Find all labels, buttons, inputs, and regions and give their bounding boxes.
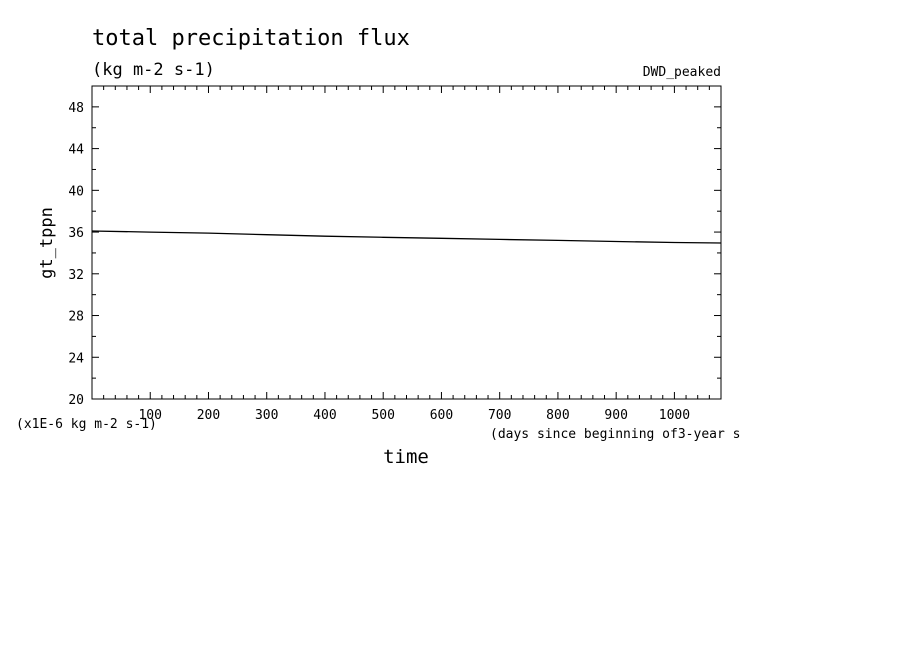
x-axis: 100 200 300 400 500 600 700 800 900 1000 — [103, 86, 722, 423]
x-axis-label: time — [383, 446, 429, 468]
x-tick-label: 800 — [546, 408, 569, 423]
x-tick-label: 400 — [313, 408, 336, 423]
y-scale-note: (x1E-6 kg m-2 s-1) — [16, 417, 157, 432]
y-tick-label: 48 — [68, 101, 84, 116]
plot-frame — [91, 85, 722, 400]
x-axis-units: (days since beginning of3-year s — [490, 427, 740, 442]
series-lines — [91, 230, 722, 244]
y-tick-label: 28 — [68, 310, 84, 325]
x-tick-label: 200 — [197, 408, 220, 423]
series-line — [91, 230, 722, 244]
y-axis-label: gt_tppn — [37, 207, 57, 279]
x-tick-label: 500 — [371, 408, 394, 423]
run-label: DWD_peaked — [643, 65, 721, 80]
chart-units: (kg m-2 s-1) — [92, 60, 215, 80]
x-tick-label: 300 — [255, 408, 278, 423]
y-tick-label: 24 — [68, 351, 84, 366]
x-tick-label: 600 — [430, 408, 453, 423]
x-tick-label: 1000 — [659, 408, 690, 423]
y-axis: 20 24 28 32 36 40 44 48 — [68, 85, 721, 408]
y-tick-label: 20 — [68, 393, 84, 408]
x-tick-label: 700 — [488, 408, 511, 423]
x-tick-label: 100 — [138, 408, 161, 423]
y-tick-label: 32 — [68, 268, 84, 283]
x-tick-label: 900 — [604, 408, 627, 423]
y-tick-label: 40 — [68, 184, 84, 199]
y-tick-label: 36 — [68, 226, 84, 241]
y-tick-label: 44 — [68, 143, 84, 158]
chart-title: total precipitation flux — [92, 26, 410, 51]
